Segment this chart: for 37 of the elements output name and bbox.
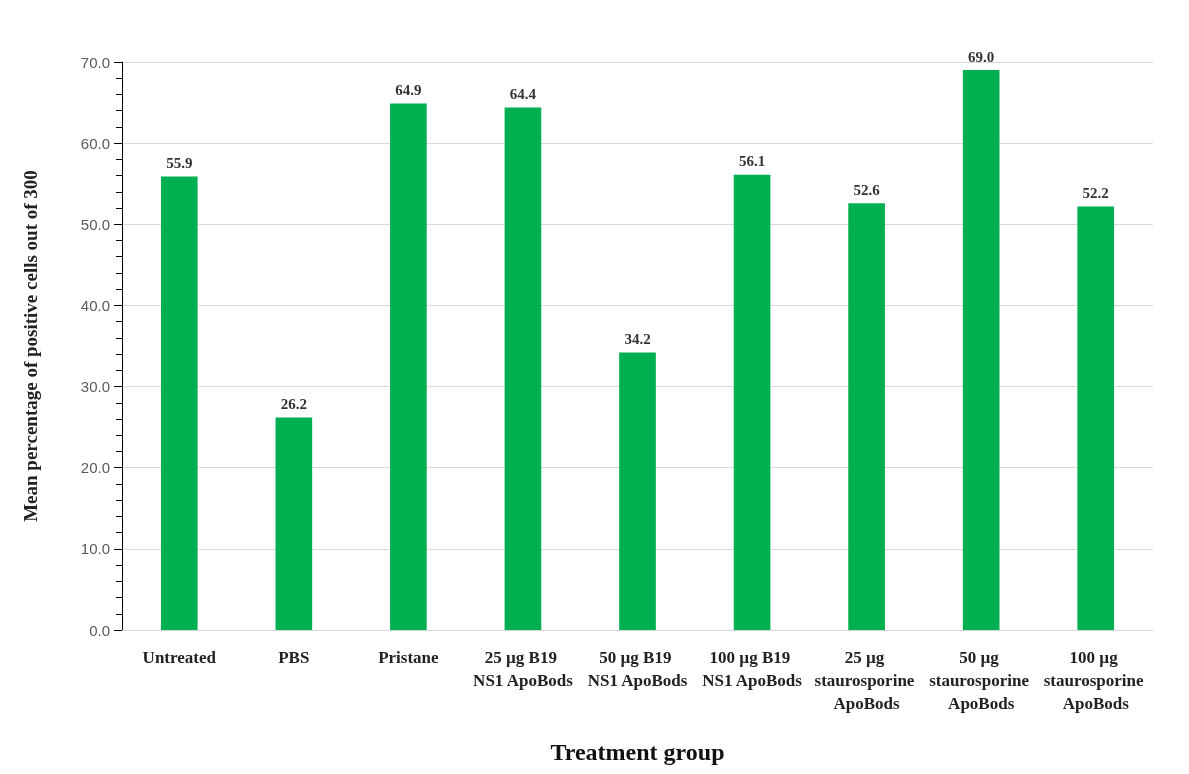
data-label: 34.2 bbox=[624, 330, 651, 347]
y-tick-label: 50.0 bbox=[80, 215, 110, 233]
x-tick-label: 25 µg staurosporine ApoBods bbox=[814, 648, 919, 713]
bar bbox=[733, 174, 771, 630]
y-tick-label: 60.0 bbox=[80, 134, 110, 152]
y-axis-title: Mean percentage of positive cells out of 300 bbox=[20, 170, 41, 522]
x-tick-label: 25 µg B19 NS1 ApoBods bbox=[473, 648, 574, 690]
x-tick-label: 100 µg B19 NS1 ApoBods bbox=[702, 648, 803, 690]
data-label: 69.0 bbox=[968, 48, 995, 65]
bar bbox=[390, 103, 427, 630]
x-axis-title: Treatment group bbox=[550, 739, 725, 765]
x-tick-label: 50 µg B19 NS1 ApoBods bbox=[587, 648, 688, 690]
bar bbox=[160, 176, 198, 630]
x-tick-label: PBS bbox=[278, 648, 310, 667]
data-label: 52.2 bbox=[1082, 184, 1109, 201]
data-label: 64.9 bbox=[395, 81, 422, 98]
bar bbox=[1077, 206, 1115, 630]
bar bbox=[504, 107, 542, 630]
x-tick-label: Pristane bbox=[378, 648, 440, 667]
x-tick-label: Untreated bbox=[142, 648, 217, 667]
x-tick-label: 100 µg staurosporine ApoBods bbox=[1043, 648, 1148, 713]
data-label: 52.6 bbox=[853, 181, 881, 198]
bar bbox=[275, 417, 313, 630]
y-tick-label: 10.0 bbox=[80, 540, 110, 558]
data-label: 55.9 bbox=[166, 154, 193, 171]
data-label: 56.1 bbox=[738, 153, 766, 170]
data-label: 26.2 bbox=[280, 395, 307, 412]
x-tick-label: 50 µg staurosporine ApoBods bbox=[929, 648, 1034, 713]
y-tick-label: 30.0 bbox=[80, 378, 110, 396]
y-tick-label: 20.0 bbox=[80, 459, 110, 477]
y-tick-label: 0.0 bbox=[89, 621, 110, 639]
data-label: 64.4 bbox=[509, 85, 537, 102]
bar bbox=[848, 203, 885, 630]
bar bbox=[962, 70, 1000, 630]
bar bbox=[619, 352, 656, 630]
y-tick-label: 40.0 bbox=[80, 296, 110, 314]
y-tick-label: 70.0 bbox=[80, 53, 110, 71]
